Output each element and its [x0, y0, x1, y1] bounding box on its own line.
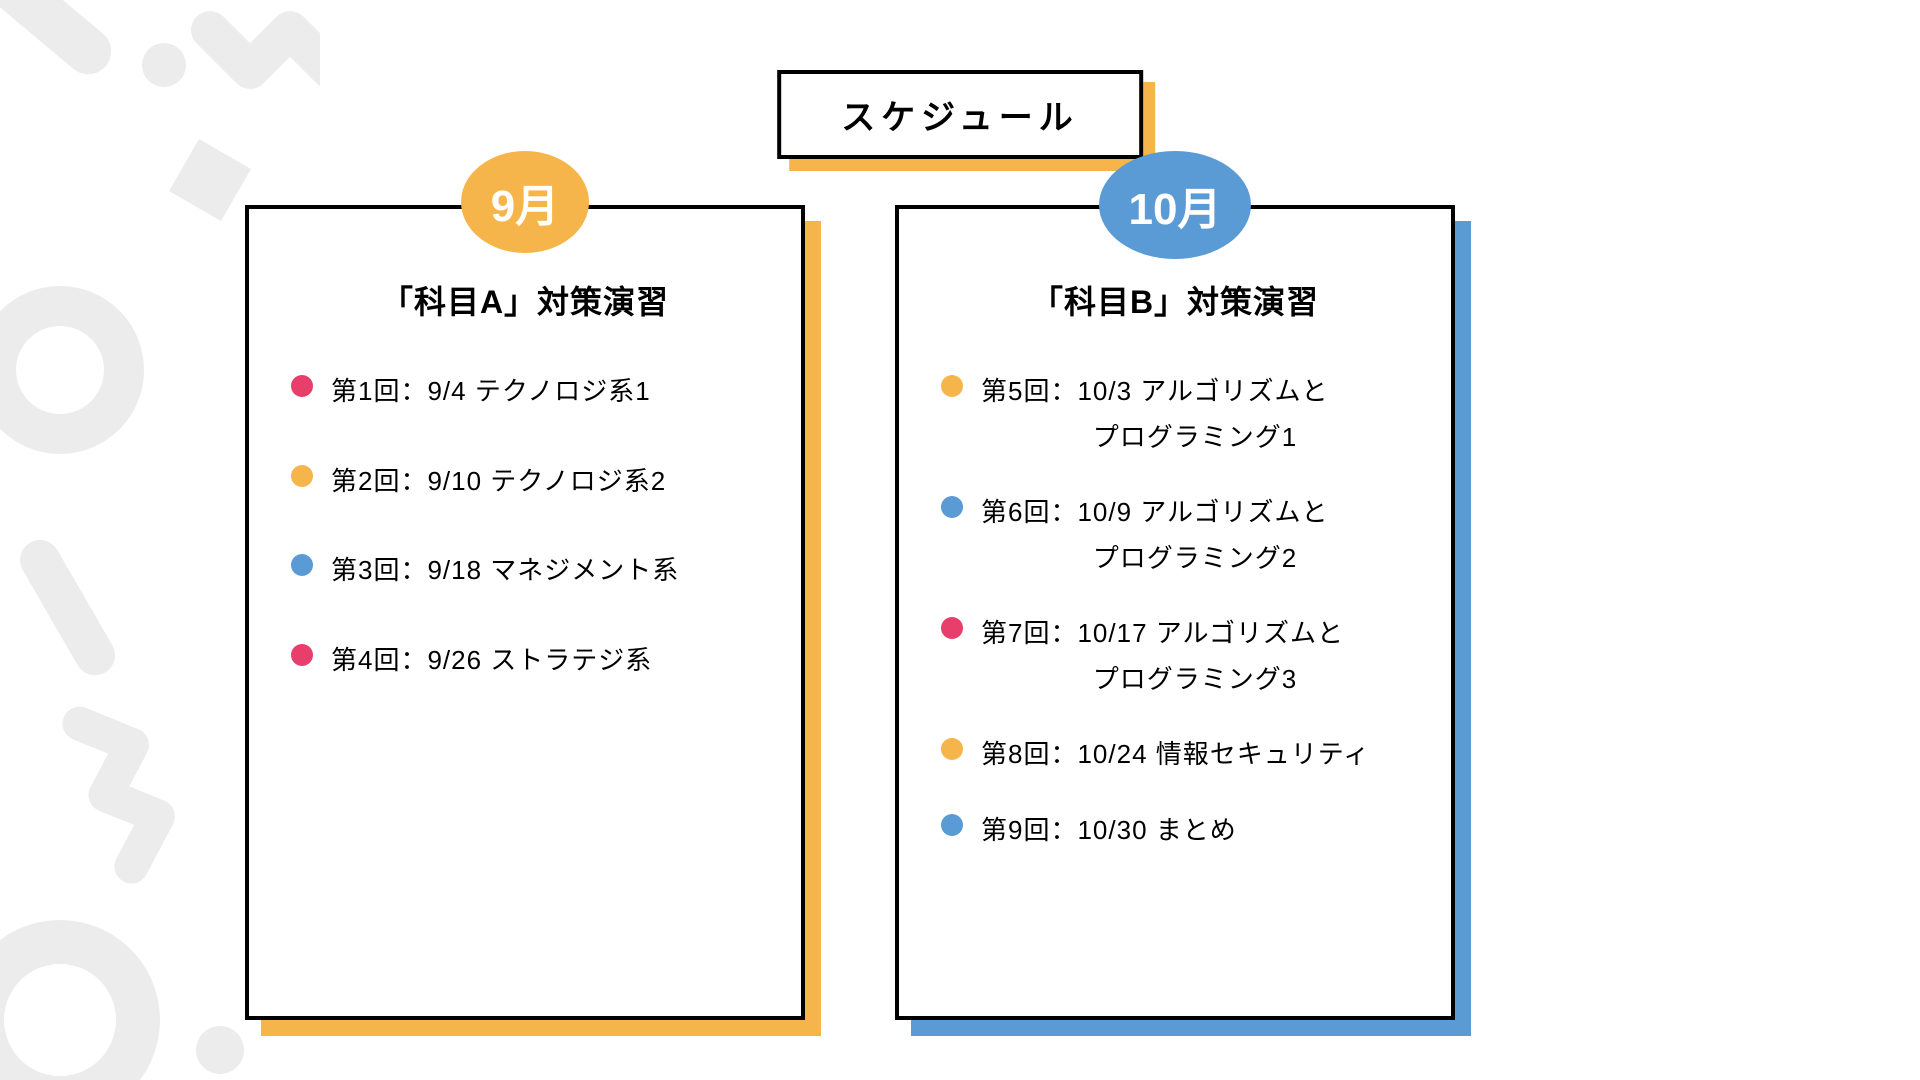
bullet-dot [941, 738, 963, 760]
bullet-dot [941, 496, 963, 518]
card-body: 10月 「科目B」対策演習 第5回：10/3 アルゴリズムとプログラミング1第6… [895, 205, 1455, 1020]
page-title-wrap: スケジュール [777, 70, 1143, 159]
bullet-dot [291, 465, 313, 487]
list-item: 第8回：10/24 情報セキュリティ [941, 732, 1409, 778]
list-item: 第1回：9/4 テクノロジ系1 [291, 369, 759, 415]
card-heading: 「科目A」対策演習 [291, 277, 759, 323]
card-september: 9月 「科目A」対策演習 第1回：9/4 テクノロジ系1第2回：9/10 テクノ… [245, 205, 805, 1020]
bullet-dot [941, 375, 963, 397]
list-item: 第6回：10/9 アルゴリズムとプログラミング2 [941, 490, 1409, 581]
card-body: 9月 「科目A」対策演習 第1回：9/4 テクノロジ系1第2回：9/10 テクノ… [245, 205, 805, 1020]
card-heading: 「科目B」対策演習 [941, 277, 1409, 323]
page-title: スケジュール [777, 70, 1143, 159]
bullet-dot [291, 644, 313, 666]
item-text-line2: プログラミング1 [981, 415, 1329, 461]
bullet-dot [291, 375, 313, 397]
list-item: 第2回：9/10 テクノロジ系2 [291, 459, 759, 505]
bullet-dot [941, 617, 963, 639]
item-text: 第9回：10/30 まとめ [981, 808, 1237, 854]
list-item: 第9回：10/30 まとめ [941, 808, 1409, 854]
item-text-line2: プログラミング2 [981, 536, 1329, 582]
list-item: 第3回：9/18 マネジメント系 [291, 548, 759, 594]
item-text: 第4回：9/26 ストラテジ系 [331, 638, 652, 684]
item-text: 第8回：10/24 情報セキュリティ [981, 732, 1370, 778]
card-october: 10月 「科目B」対策演習 第5回：10/3 アルゴリズムとプログラミング1第6… [895, 205, 1455, 1020]
list-item: 第5回：10/3 アルゴリズムとプログラミング1 [941, 369, 1409, 460]
item-text: 第6回：10/9 アルゴリズムとプログラミング2 [981, 490, 1329, 581]
list-item: 第7回：10/17 アルゴリズムとプログラミング3 [941, 611, 1409, 702]
bullet-dot [291, 554, 313, 576]
item-text: 第1回：9/4 テクノロジ系1 [331, 369, 651, 415]
item-text: 第3回：9/18 マネジメント系 [331, 548, 679, 594]
month-badge: 9月 [461, 151, 589, 253]
bullet-dot [941, 814, 963, 836]
item-text: 第5回：10/3 アルゴリズムとプログラミング1 [981, 369, 1329, 460]
item-text-line2: プログラミング3 [981, 657, 1344, 703]
list-item: 第4回：9/26 ストラテジ系 [291, 638, 759, 684]
item-list: 第5回：10/3 アルゴリズムとプログラミング1 第6回：10/9 アルゴリズムと… [941, 369, 1409, 853]
item-list: 第1回：9/4 テクノロジ系1 第2回：9/10 テクノロジ系2 第3回：9/18 … [291, 369, 759, 683]
item-text: 第2回：9/10 テクノロジ系2 [331, 459, 666, 505]
month-badge: 10月 [1099, 151, 1251, 259]
item-text: 第7回：10/17 アルゴリズムとプログラミング3 [981, 611, 1344, 702]
